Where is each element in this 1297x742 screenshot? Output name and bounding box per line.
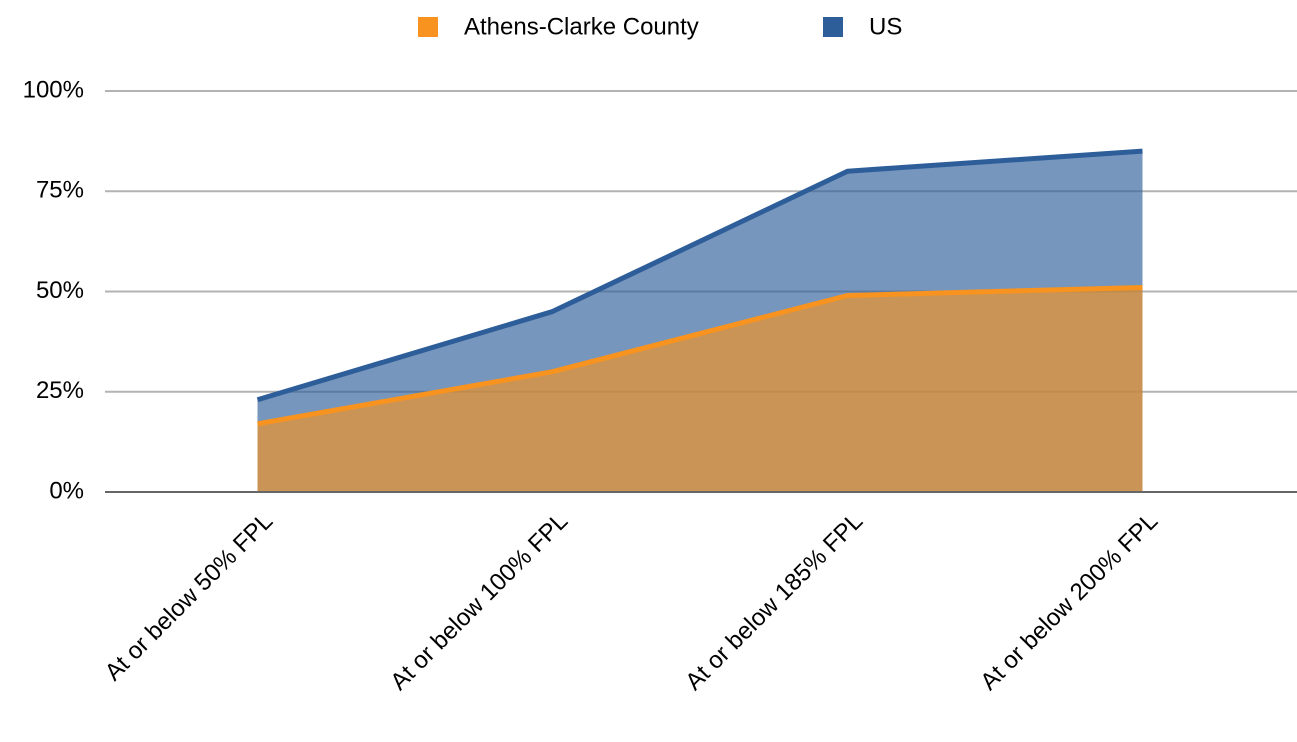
- area-fill: [257, 287, 1143, 492]
- y-tick-label: 0%: [49, 477, 84, 504]
- x-tick-label: At or below 185% FPL: [680, 508, 868, 696]
- y-tick-label: 25%: [36, 377, 84, 404]
- legend-label: Athens-Clarke County: [464, 13, 699, 40]
- y-tick-label: 50%: [36, 277, 84, 304]
- x-tick-label: At or below 50% FPL: [100, 508, 279, 687]
- legend-swatch: [823, 17, 843, 37]
- y-tick-label: 75%: [36, 177, 84, 204]
- y-tick-label: 100%: [23, 76, 84, 103]
- legend-label: US: [869, 13, 902, 40]
- area-line: [257, 284, 1143, 427]
- area-line: [256, 148, 1143, 403]
- x-tick-label: At or below 100% FPL: [385, 508, 573, 696]
- legend-swatch: [418, 17, 438, 37]
- x-tick-label: At or below 200% FPL: [975, 508, 1163, 696]
